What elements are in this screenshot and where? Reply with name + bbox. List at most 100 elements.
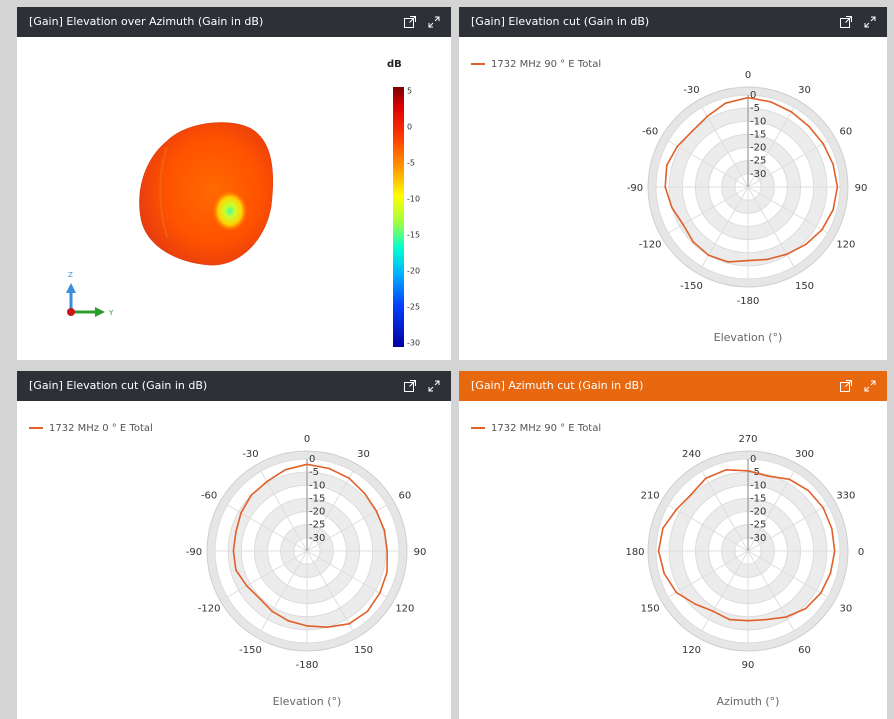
data-point — [836, 186, 839, 188]
legend[interactable]: 1732 MHz 90 ° E Total — [471, 423, 601, 434]
angle-tick-label: 30 — [839, 604, 852, 615]
panel-body[interactable]: 1732 MHz 90 ° E Total 0 -5 -10 -15 -20 -25 -30… — [459, 401, 887, 719]
data-point — [348, 477, 350, 479]
angle-tick-label: 0 — [304, 434, 310, 445]
angle-tick-label: 0 — [745, 70, 751, 81]
radial-tick-label: -10 — [750, 480, 766, 491]
angle-tick-label: 30 — [798, 85, 811, 96]
expand-icon[interactable] — [427, 379, 441, 393]
polar-axis-title: Elevation (°) — [714, 331, 783, 344]
panel-body[interactable]: 1732 MHz 0 ° E Total 0 -5 -10 -15 -20 -25 -30 0… — [17, 401, 451, 719]
data-point — [785, 253, 788, 255]
polar-spoke — [668, 186, 749, 234]
data-point — [366, 610, 369, 613]
expand-icon[interactable] — [863, 379, 877, 393]
polar-spoke — [668, 140, 749, 188]
angle-tick-label: 330 — [836, 491, 855, 502]
data-point — [348, 623, 350, 625]
panel-title: [Gain] Azimuth cut (Gain in dB) — [471, 379, 644, 392]
axes-triad-icon: Z Y — [66, 271, 114, 317]
polar-axis-title: Azimuth (°) — [717, 695, 780, 708]
data-point — [306, 463, 308, 466]
triad-label-z: Z — [68, 271, 73, 279]
legend[interactable]: 1732 MHz 0 ° E Total — [29, 423, 153, 434]
data-point — [769, 101, 772, 103]
panel-header: [Gain] Azimuth cut (Gain in dB) — [459, 371, 887, 401]
angle-tick-label: -150 — [680, 281, 703, 292]
angle-tick-label: 210 — [641, 491, 660, 502]
data-point — [287, 620, 290, 622]
data-point — [245, 585, 248, 587]
data-point — [266, 480, 268, 483]
angle-tick-label: -120 — [198, 604, 221, 615]
data-point — [707, 254, 710, 257]
polar-chart[interactable]: 0 -5 -10 -15 -20 -25 -30 0 30 60 90 120 150 -180 -150 -… — [17, 401, 451, 719]
expand-icon[interactable] — [427, 15, 441, 29]
polar-spoke — [306, 504, 387, 552]
3d-pattern-plot[interactable]: Z Y — [17, 37, 451, 360]
panel-title: [Gain] Elevation over Azimuth (Gain in d… — [29, 15, 264, 28]
data-point — [832, 163, 834, 166]
angle-tick-label: -60 — [642, 127, 658, 138]
polar-spoke — [701, 186, 749, 267]
colorbar-tick: -30 — [407, 338, 421, 348]
angle-tick-label: 300 — [795, 449, 814, 460]
legend-swatch — [471, 63, 485, 65]
polar-spoke — [747, 471, 795, 552]
polar-chart[interactable]: 0-5-10-15-20-25-302703003300306090120150… — [459, 401, 887, 719]
angle-tick-label: 90 — [414, 547, 427, 558]
data-point — [232, 550, 235, 552]
colorbar-tick: 0 — [407, 122, 413, 132]
panel-title: [Gain] Elevation cut (Gain in dB) — [29, 379, 208, 392]
data-point — [822, 142, 824, 145]
angle-tick-label: -180 — [296, 660, 319, 671]
polar-chart[interactable]: 0 -5 -10 -15 -20 -25 -30 0 30 60 90 120 150 -180 -150 -… — [459, 37, 887, 360]
panel-elevation-cut-90: [Gain] Elevation cut (Gain in dB) 1732 M… — [459, 7, 887, 360]
panel-azimuth-cut: [Gain] Azimuth cut (Gain in dB) 1732 MHz… — [459, 371, 887, 719]
data-point — [306, 625, 308, 627]
colorbar-tick: -15 — [407, 230, 421, 240]
data-point — [728, 618, 731, 621]
popout-icon[interactable] — [403, 379, 417, 393]
panel-body[interactable]: 1732 MHz 90 ° E Total 0 -5 -10 -15 -20 -25 -30… — [459, 37, 887, 360]
polar-spoke — [747, 186, 828, 234]
colorbar-tick: -20 — [407, 266, 421, 276]
radial-tick-label: -5 — [750, 103, 760, 114]
data-point — [747, 470, 749, 472]
data-point — [765, 618, 768, 621]
polar-spoke — [306, 471, 354, 552]
radial-tick-label: -10 — [750, 116, 766, 127]
radial-tick-label: -20 — [309, 507, 325, 518]
popout-icon[interactable] — [839, 15, 853, 29]
panel-3d-pattern: [Gain] Elevation over Azimuth (Gain in d… — [17, 7, 451, 360]
colorbar-tick: 5 — [407, 86, 413, 96]
angle-tick-label: 120 — [836, 240, 855, 251]
radial-tick-label: -20 — [750, 507, 766, 518]
popout-icon[interactable] — [403, 15, 417, 29]
popout-icon[interactable] — [839, 379, 853, 393]
polar-axis-title: Elevation (°) — [273, 695, 342, 708]
angle-tick-label: -90 — [627, 183, 643, 194]
radial-tick-label: -10 — [309, 480, 325, 491]
radial-tick-label: -30 — [750, 533, 766, 544]
radial-tick-label: -5 — [309, 467, 319, 478]
expand-icon[interactable] — [863, 15, 877, 29]
data-point — [328, 467, 330, 470]
radial-tick-label: -30 — [750, 169, 766, 180]
panel-body[interactable]: Z Y dB 5 0 -5 -10 -15 -20 -25 -30 — [17, 37, 451, 360]
angle-tick-label: 60 — [839, 127, 852, 138]
legend[interactable]: 1732 MHz 90 ° E Total — [471, 59, 601, 70]
colorbar-title: dB — [387, 59, 402, 70]
colorbar-tick: -25 — [407, 302, 421, 312]
polar-spoke — [306, 550, 387, 598]
angle-tick-label: 30 — [357, 449, 370, 460]
data-point — [747, 619, 749, 622]
data-point — [271, 610, 273, 613]
polar-spoke — [747, 186, 795, 267]
polar-spoke — [747, 504, 828, 552]
data-point — [379, 592, 381, 594]
polar-spoke — [668, 504, 749, 552]
colorbar-tick: -10 — [407, 194, 421, 204]
data-point — [235, 531, 237, 533]
data-point — [675, 508, 678, 511]
